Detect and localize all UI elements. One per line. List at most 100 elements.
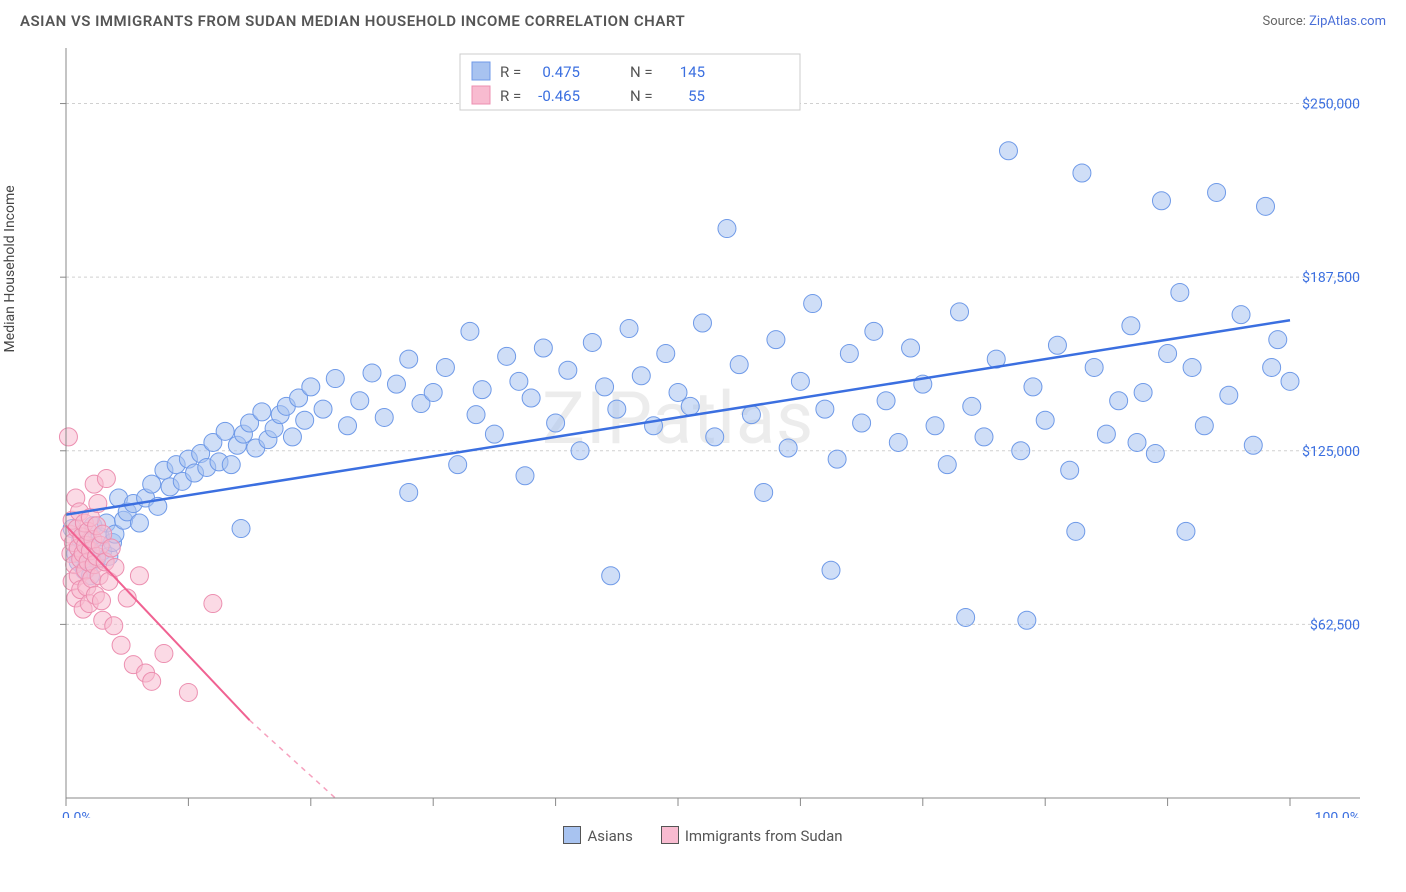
data-point <box>583 333 601 351</box>
data-point <box>375 408 393 426</box>
data-point <box>339 417 357 435</box>
data-point <box>1018 611 1036 629</box>
data-point <box>1134 383 1152 401</box>
legend: Asians Immigrants from Sudan <box>0 826 1406 845</box>
data-point <box>706 428 724 446</box>
data-point <box>951 303 969 321</box>
data-point <box>1048 336 1066 354</box>
data-point <box>112 636 130 654</box>
legend-swatch-blue <box>563 826 581 844</box>
data-point <box>767 331 785 349</box>
data-point <box>1122 317 1140 335</box>
data-point <box>1067 522 1085 540</box>
data-point <box>1128 433 1146 451</box>
stats-n-label: N = <box>630 87 653 105</box>
data-point <box>232 520 250 538</box>
data-point <box>302 378 320 396</box>
data-point <box>620 320 638 338</box>
data-point <box>534 339 552 357</box>
data-point <box>102 539 120 557</box>
data-point <box>865 322 883 340</box>
data-point <box>179 683 197 701</box>
data-point <box>143 475 161 493</box>
stats-n-value: 55 <box>688 87 705 105</box>
data-point <box>559 361 577 379</box>
data-point <box>1220 386 1238 404</box>
data-point <box>283 428 301 446</box>
data-point <box>1085 358 1103 376</box>
data-point <box>804 295 822 313</box>
data-point <box>1263 358 1281 376</box>
data-point <box>822 561 840 579</box>
data-point <box>449 456 467 474</box>
data-point <box>1281 372 1299 390</box>
data-point <box>828 450 846 468</box>
data-point <box>253 403 271 421</box>
data-point <box>816 400 834 418</box>
stats-r-value: -0.465 <box>538 87 580 105</box>
data-point <box>1171 283 1189 301</box>
data-point <box>632 367 650 385</box>
data-point <box>1110 392 1128 410</box>
data-point <box>97 470 115 488</box>
data-point <box>363 364 381 382</box>
data-point <box>779 439 797 457</box>
data-point <box>1195 417 1213 435</box>
chart-title: ASIAN VS IMMIGRANTS FROM SUDAN MEDIAN HO… <box>20 12 685 30</box>
data-point <box>1073 164 1091 182</box>
data-point <box>669 383 687 401</box>
data-point <box>1061 461 1079 479</box>
data-point <box>596 378 614 396</box>
data-point <box>718 220 736 238</box>
data-point <box>105 617 123 635</box>
legend-label: Immigrants from Sudan <box>685 827 843 845</box>
data-point <box>938 456 956 474</box>
data-point <box>59 428 77 446</box>
data-point <box>1159 345 1177 363</box>
stats-r-label: R = <box>500 87 521 105</box>
trend-line-sudan <box>66 526 250 720</box>
data-point <box>143 672 161 690</box>
data-point <box>840 345 858 363</box>
data-point <box>106 558 124 576</box>
data-point <box>602 567 620 585</box>
data-point <box>889 433 907 451</box>
data-point <box>485 425 503 443</box>
data-point <box>296 411 314 429</box>
legend-item-sudan: Immigrants from Sudan <box>661 826 843 845</box>
data-point <box>216 422 234 440</box>
data-point <box>92 592 110 610</box>
x-tick-min: 0.0% <box>62 810 92 818</box>
source-link[interactable]: ZipAtlas.com <box>1309 14 1386 29</box>
correlation-chart: $62,500$125,000$187,500$250,000ZIPatlas0… <box>20 38 1386 818</box>
data-point <box>222 456 240 474</box>
data-point <box>400 483 418 501</box>
data-point <box>1177 522 1195 540</box>
data-point <box>853 414 871 432</box>
y-tick-label: $125,000 <box>1302 443 1360 460</box>
y-tick-label: $62,500 <box>1310 616 1360 633</box>
stats-n-value: 145 <box>680 63 705 81</box>
stats-r-value: 0.475 <box>542 63 580 81</box>
data-point <box>963 397 981 415</box>
data-point <box>498 347 516 365</box>
data-point <box>999 142 1017 160</box>
data-point <box>424 383 442 401</box>
data-point <box>461 322 479 340</box>
data-point <box>681 397 699 415</box>
data-point <box>473 381 491 399</box>
data-point <box>351 392 369 410</box>
data-point <box>436 358 454 376</box>
data-point <box>510 372 528 390</box>
data-point <box>1036 411 1054 429</box>
legend-item-asians: Asians <box>563 826 632 845</box>
data-point <box>1012 442 1030 460</box>
data-point <box>957 608 975 626</box>
data-point <box>522 389 540 407</box>
data-point <box>902 339 920 357</box>
y-axis-label: Median Household Income <box>2 185 18 352</box>
data-point <box>1146 445 1164 463</box>
data-point <box>791 372 809 390</box>
data-point <box>314 400 332 418</box>
x-tick-max: 100.0% <box>1315 810 1360 818</box>
